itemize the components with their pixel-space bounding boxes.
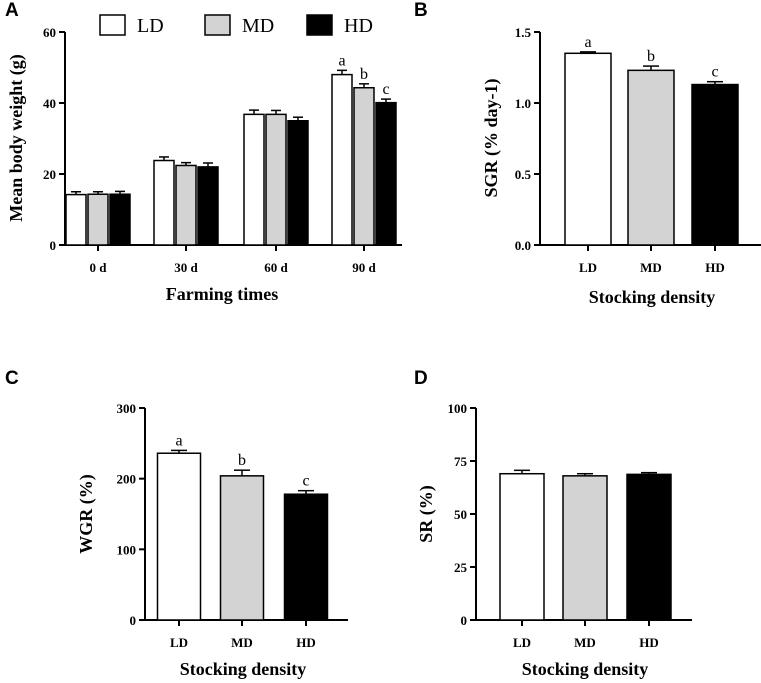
x-tick-label: LD <box>513 635 531 650</box>
bar-hd <box>375 101 397 246</box>
panel-letter-b: B <box>414 0 428 21</box>
x-tick-label: 0 d <box>90 260 108 275</box>
y-tick-label: 0 <box>50 238 57 253</box>
significance-letter: c <box>711 64 718 81</box>
y-tick-label: 1.0 <box>515 96 531 111</box>
bar-ld <box>243 113 265 246</box>
bar-md <box>627 69 675 246</box>
x-tick-label: LD <box>170 635 188 650</box>
panel-letter-c: C <box>5 368 19 389</box>
bar-hd <box>287 120 309 246</box>
bar-md <box>353 86 375 246</box>
x-tick-label: HD <box>705 260 725 275</box>
legend-swatch-md <box>204 14 231 36</box>
x-tick-label: LD <box>579 260 597 275</box>
panel-c-y-title: WGR (%) <box>76 474 97 554</box>
panel-c: C WGR (%) Stocking density 0 100 200 300 a LD… <box>5 368 348 679</box>
significance-letter: b <box>238 452 246 469</box>
y-tick-label: 60 <box>43 25 56 40</box>
significance-letter: a <box>584 34 591 51</box>
y-tick-label: 20 <box>43 167 56 182</box>
y-tick-label: 25 <box>454 560 468 575</box>
bar-hd <box>197 166 219 246</box>
bar-ld <box>564 52 612 246</box>
significance-letter: a <box>175 432 182 449</box>
x-tick-label: MD <box>574 635 596 650</box>
y-tick-label: 40 <box>43 96 56 111</box>
panel-b-plot: 0.0 0.5 1.0 1.5 a LD b MD c HD <box>515 25 761 275</box>
panel-c-x-title: Stocking density <box>180 659 307 679</box>
y-tick-label: 0 <box>130 613 137 628</box>
x-tick-label: HD <box>296 635 316 650</box>
panel-a-plot: 0 20 40 60 0 d 30 d 60 d 90 d abc <box>43 25 402 275</box>
significance-letter: b <box>647 48 655 65</box>
legend-label-hd: HD <box>344 15 373 37</box>
panel-b-x-title: Stocking density <box>589 287 716 307</box>
y-tick-label: 0.0 <box>515 238 531 253</box>
y-tick-label: 0.5 <box>515 167 532 182</box>
significance-letter: c <box>302 473 309 490</box>
legend-swatch-hd <box>306 14 333 36</box>
bar-md <box>219 475 265 621</box>
legend-label-ld: LD <box>137 15 164 37</box>
panel-c-plot: 0 100 200 300 a LD b MD c HD <box>117 401 348 650</box>
x-tick-label: MD <box>231 635 253 650</box>
panel-a-y-title: Mean body weight (g) <box>6 54 27 222</box>
legend-swatch-ld <box>99 14 126 36</box>
x-tick-label: MD <box>640 260 662 275</box>
y-tick-label: 100 <box>448 401 468 416</box>
panel-d-y-title: SR (%) <box>416 485 437 543</box>
bar-md <box>175 164 197 246</box>
x-tick-label: 60 d <box>264 260 288 275</box>
bar-ld <box>156 452 202 621</box>
x-tick-label: 90 d <box>352 260 376 275</box>
y-tick-label: 0 <box>461 613 468 628</box>
bar-md <box>87 193 109 246</box>
legend: LD MD HD <box>99 14 373 37</box>
panel-letter-a: A <box>5 0 19 21</box>
bar-hd <box>691 83 739 246</box>
panel-a-x-title: Farming times <box>166 284 278 304</box>
panel-d-plot: 0 25 50 75 100 LD MD HD <box>448 401 692 650</box>
significance-letter: c <box>382 81 389 98</box>
bar-ld <box>499 472 545 621</box>
y-tick-label: 200 <box>117 472 137 487</box>
bar-md <box>562 475 608 621</box>
bar-md <box>265 113 287 246</box>
significance-letter: b <box>360 66 368 83</box>
x-tick-label: HD <box>639 635 659 650</box>
bar-ld <box>331 73 353 246</box>
bar-hd <box>109 193 131 246</box>
bar-ld <box>153 159 175 246</box>
y-tick-label: 75 <box>454 454 468 469</box>
panel-letter-d: D <box>414 368 428 389</box>
panel-d: D SR (%) Stocking density 0 25 50 75 100 LD MD… <box>414 368 692 679</box>
x-tick-label: 30 d <box>174 260 198 275</box>
panel-b: B SGR (% day-1) Stocking density 0.0 0.5 1… <box>414 0 761 307</box>
panel-a: A Mean body weight (g) Farming times 0 20… <box>5 0 402 304</box>
y-tick-label: 300 <box>117 401 137 416</box>
bar-hd <box>626 473 672 621</box>
y-tick-label: 50 <box>454 507 467 522</box>
y-tick-label: 1.5 <box>515 25 532 40</box>
bar-ld <box>65 193 87 246</box>
y-tick-label: 100 <box>117 542 137 557</box>
legend-label-md: MD <box>242 15 274 37</box>
bar-hd <box>283 493 329 621</box>
significance-letter: a <box>338 52 345 69</box>
panel-d-x-title: Stocking density <box>522 659 649 679</box>
panel-b-y-title: SGR (% day-1) <box>481 78 502 197</box>
